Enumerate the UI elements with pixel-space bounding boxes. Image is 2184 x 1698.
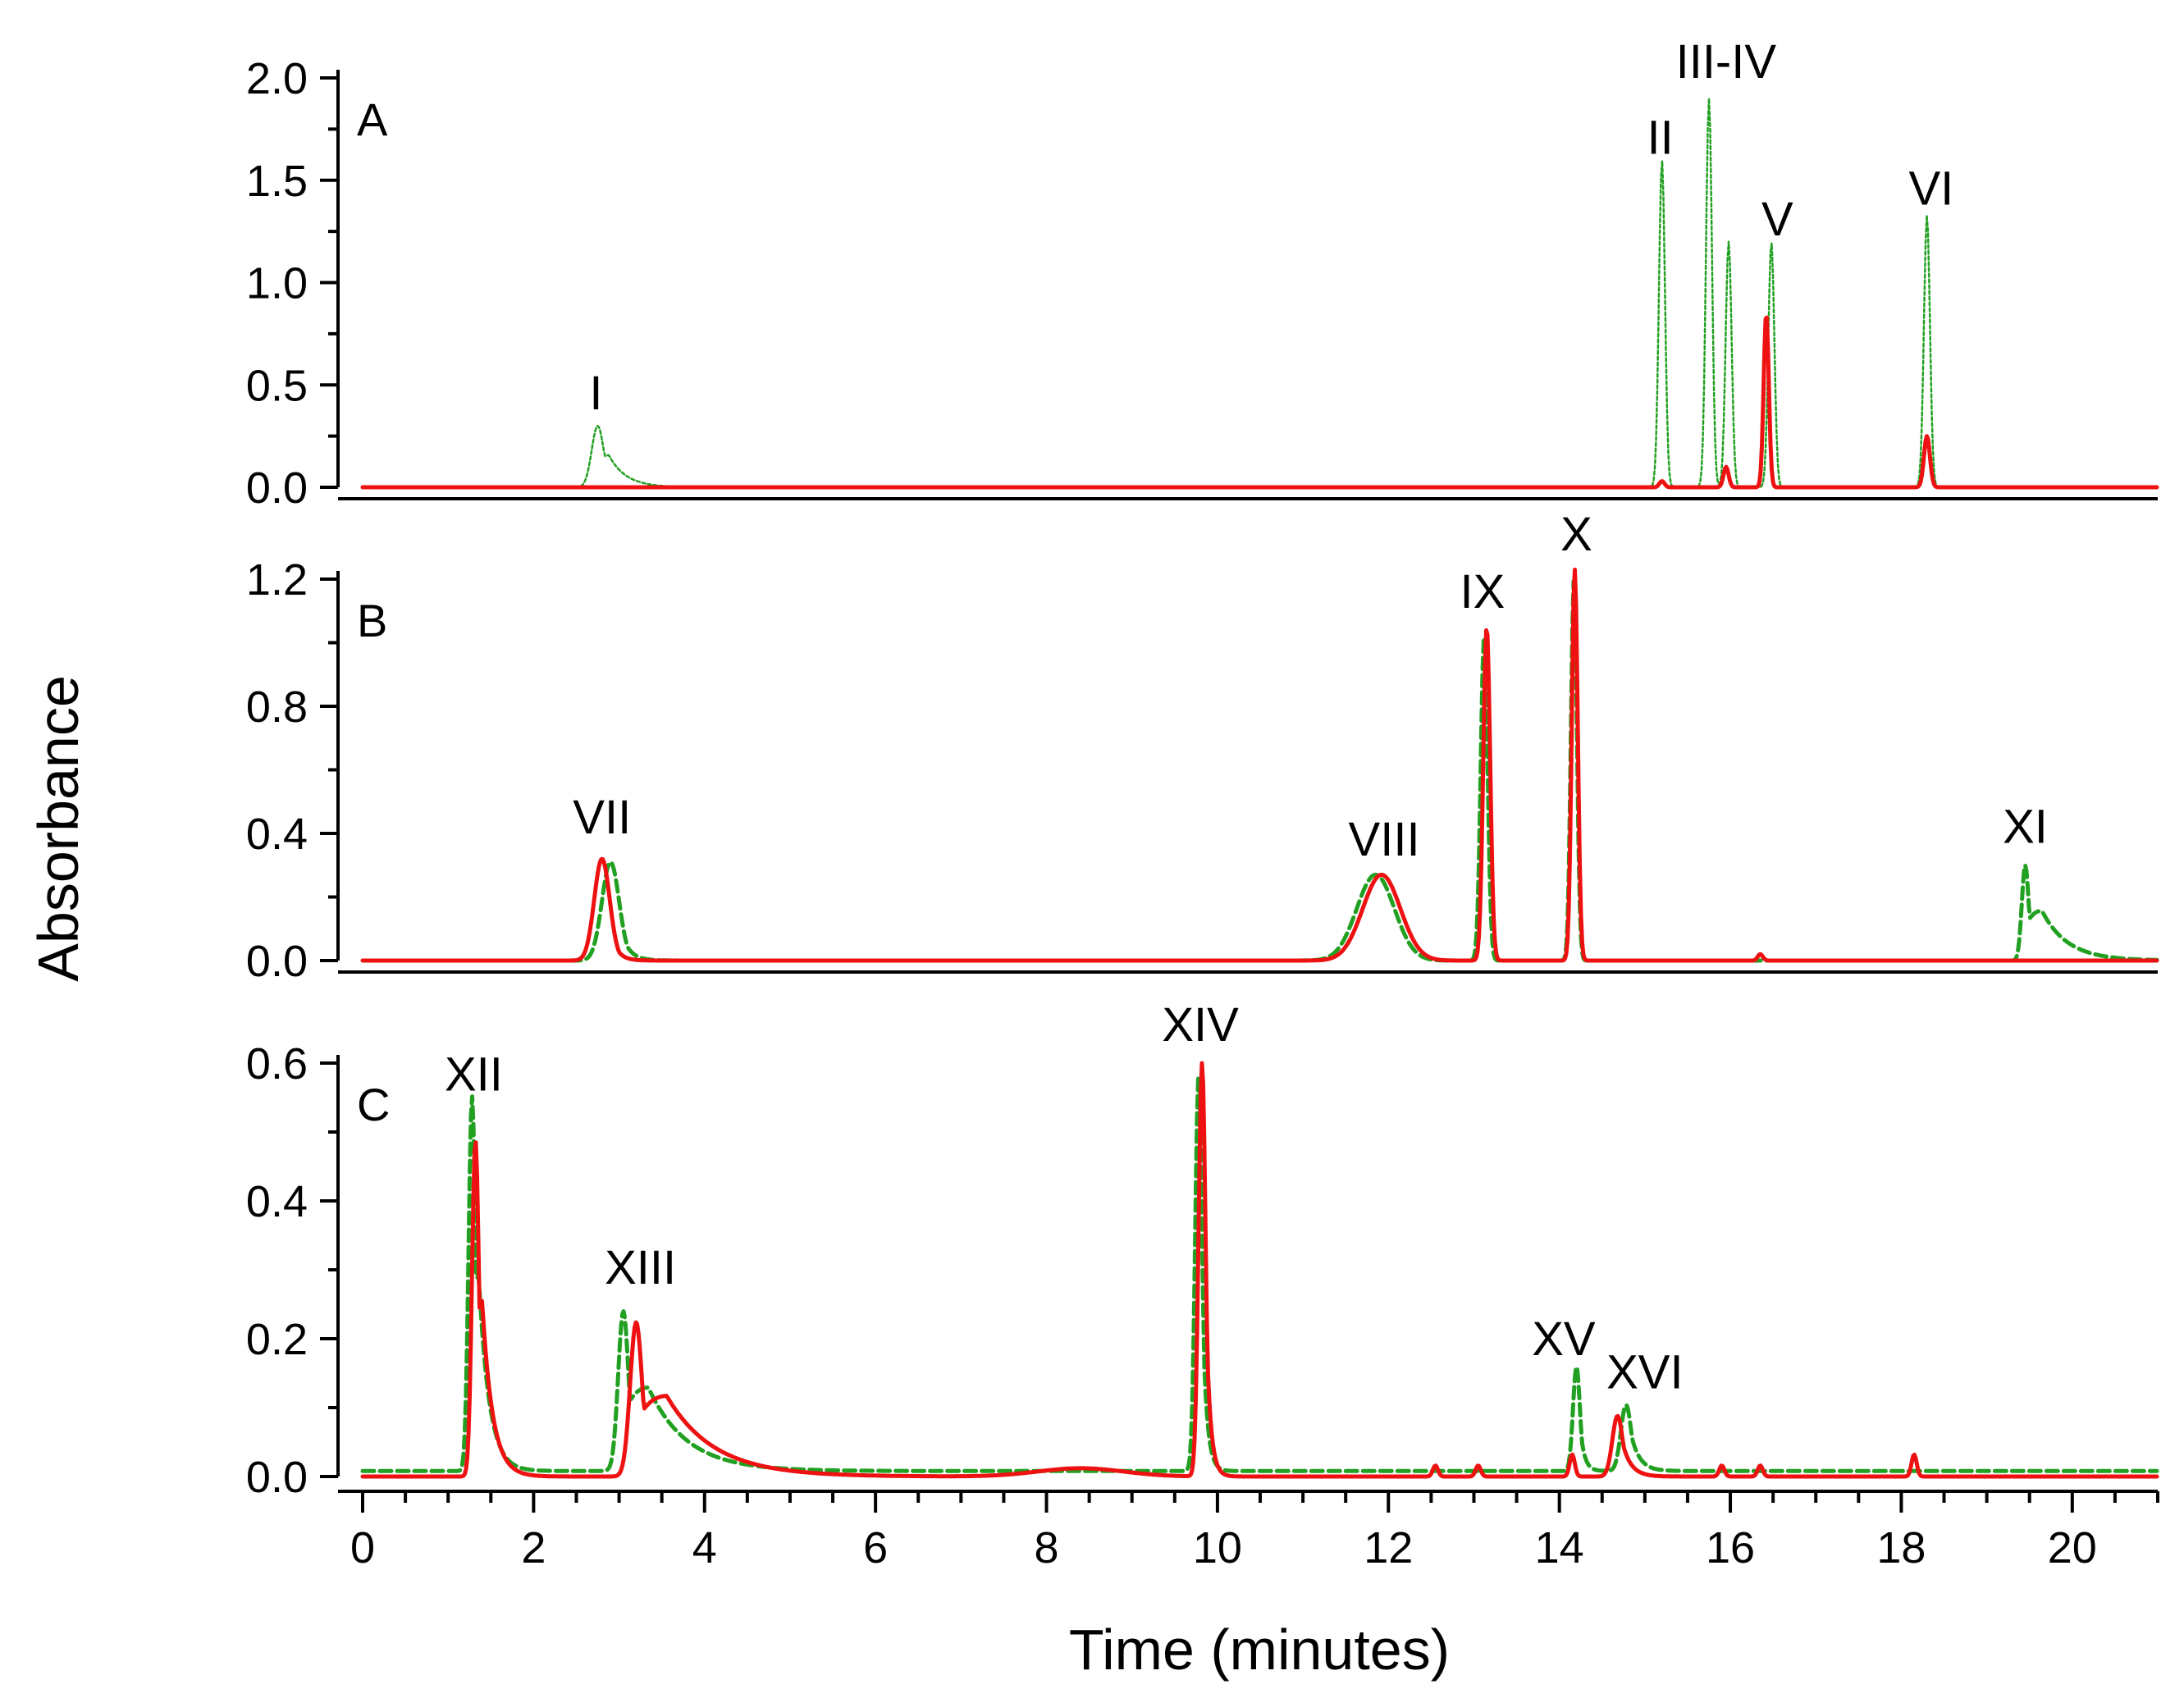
trace-red-b — [360, 568, 2159, 963]
peak-label: XIV — [1162, 998, 1239, 1052]
trace-green-b — [360, 579, 2159, 963]
x-tick-label: 12 — [1364, 1523, 1413, 1572]
y-tick-label: 0.0 — [246, 937, 308, 986]
peak-label: XI — [2003, 801, 2048, 854]
y-tick-label: 0.0 — [246, 1453, 308, 1502]
x-tick-label: 18 — [1876, 1523, 1926, 1572]
y-tick-label: 1.0 — [246, 259, 308, 308]
x-tick-label: 16 — [1706, 1523, 1755, 1572]
x-tick-label: 6 — [863, 1523, 888, 1572]
y-tick-label: 1.5 — [246, 157, 308, 206]
panel-b: 0.0 0.4 0.8 1.2 B VII VIII IX X XI — [246, 508, 2159, 986]
y-tick-label: 0.2 — [246, 1315, 308, 1364]
x-tick-label: 4 — [692, 1523, 717, 1572]
peak-label: III-IV — [1676, 35, 1777, 89]
trace-red-c — [360, 1061, 2159, 1479]
peak-label: XII — [445, 1048, 503, 1102]
peak-label: XIII — [605, 1241, 676, 1294]
trace-green-c — [360, 1075, 2159, 1473]
peak-label: X — [1560, 508, 1592, 561]
x-tick-label: 8 — [1035, 1523, 1059, 1572]
y-tick-label: 0.6 — [246, 1039, 308, 1089]
x-tick-label: 14 — [1535, 1523, 1584, 1572]
y-tick-label: 2.0 — [246, 54, 308, 103]
x-tick-label: 2 — [521, 1523, 546, 1572]
peak-label: VII — [573, 791, 631, 844]
y-tick-label: 0.4 — [246, 810, 308, 859]
panel-letter: B — [357, 595, 387, 646]
x-tick-label: 0 — [350, 1523, 375, 1572]
peak-label: VI — [1908, 162, 1953, 216]
panel-letter: A — [357, 94, 388, 145]
peak-label: IX — [1460, 565, 1505, 618]
x-axis-title: Time (minutes) — [1069, 1618, 1450, 1682]
trace-red-a — [360, 315, 2159, 490]
x-axis: 0 2 4 6 8 10 12 14 16 18 20 — [338, 1490, 2159, 1572]
x-tick-label: 20 — [2048, 1523, 2097, 1572]
y-tick-label: 0.0 — [246, 463, 308, 513]
peak-label: XVI — [1606, 1345, 1684, 1399]
y-tick-label: 0.5 — [246, 361, 308, 410]
trace-green-a — [361, 97, 2159, 489]
panel-letter: C — [357, 1079, 390, 1130]
x-tick-label: 10 — [1193, 1523, 1242, 1572]
peak-label: I — [589, 367, 602, 420]
y-tick-label: 0.4 — [246, 1177, 308, 1226]
peak-label: II — [1647, 111, 1673, 164]
peak-label: VIII — [1349, 813, 1420, 866]
y-tick-label: 0.8 — [246, 682, 308, 732]
y-axis-title: Absorbance — [26, 675, 90, 982]
peak-label: XV — [1532, 1312, 1596, 1366]
y-tick-label: 1.2 — [246, 555, 308, 605]
peak-label: V — [1761, 193, 1793, 246]
